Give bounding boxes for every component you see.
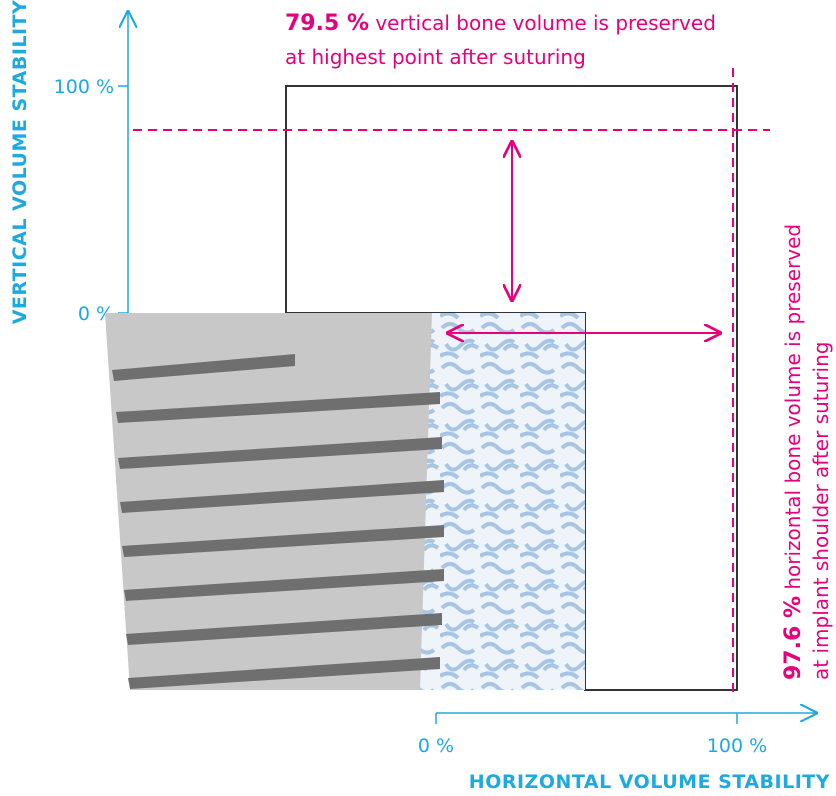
annotation-value: 97.6 % <box>781 596 806 680</box>
x-tick-label: 0 % <box>418 735 454 757</box>
bone-graft <box>415 313 585 690</box>
annotation: 97.6 % horizontal bone volume is preserv… <box>781 224 806 680</box>
annotation-line: at highest point after suturing <box>285 45 586 69</box>
annotation-text: vertical bone volume is preserved <box>375 11 716 35</box>
y-tick-label: 100 % <box>54 76 114 98</box>
x-axis-label: HORIZONTAL VOLUME STABILITY <box>469 771 830 793</box>
annotation-value: 79.5 % <box>285 11 369 36</box>
annotation-text: horizontal bone volume is preserved <box>781 224 805 590</box>
annotation: 79.5 % vertical bone volume is preserved <box>285 11 716 36</box>
annotation-line: at implant shoulder after suturing <box>809 342 833 680</box>
y-axis-label: VERTICAL VOLUME STABILITY <box>9 0 31 324</box>
x-tick-label: 100 % <box>707 735 767 757</box>
implant-threads <box>112 354 444 689</box>
y-tick-label: 0 % <box>78 303 114 325</box>
